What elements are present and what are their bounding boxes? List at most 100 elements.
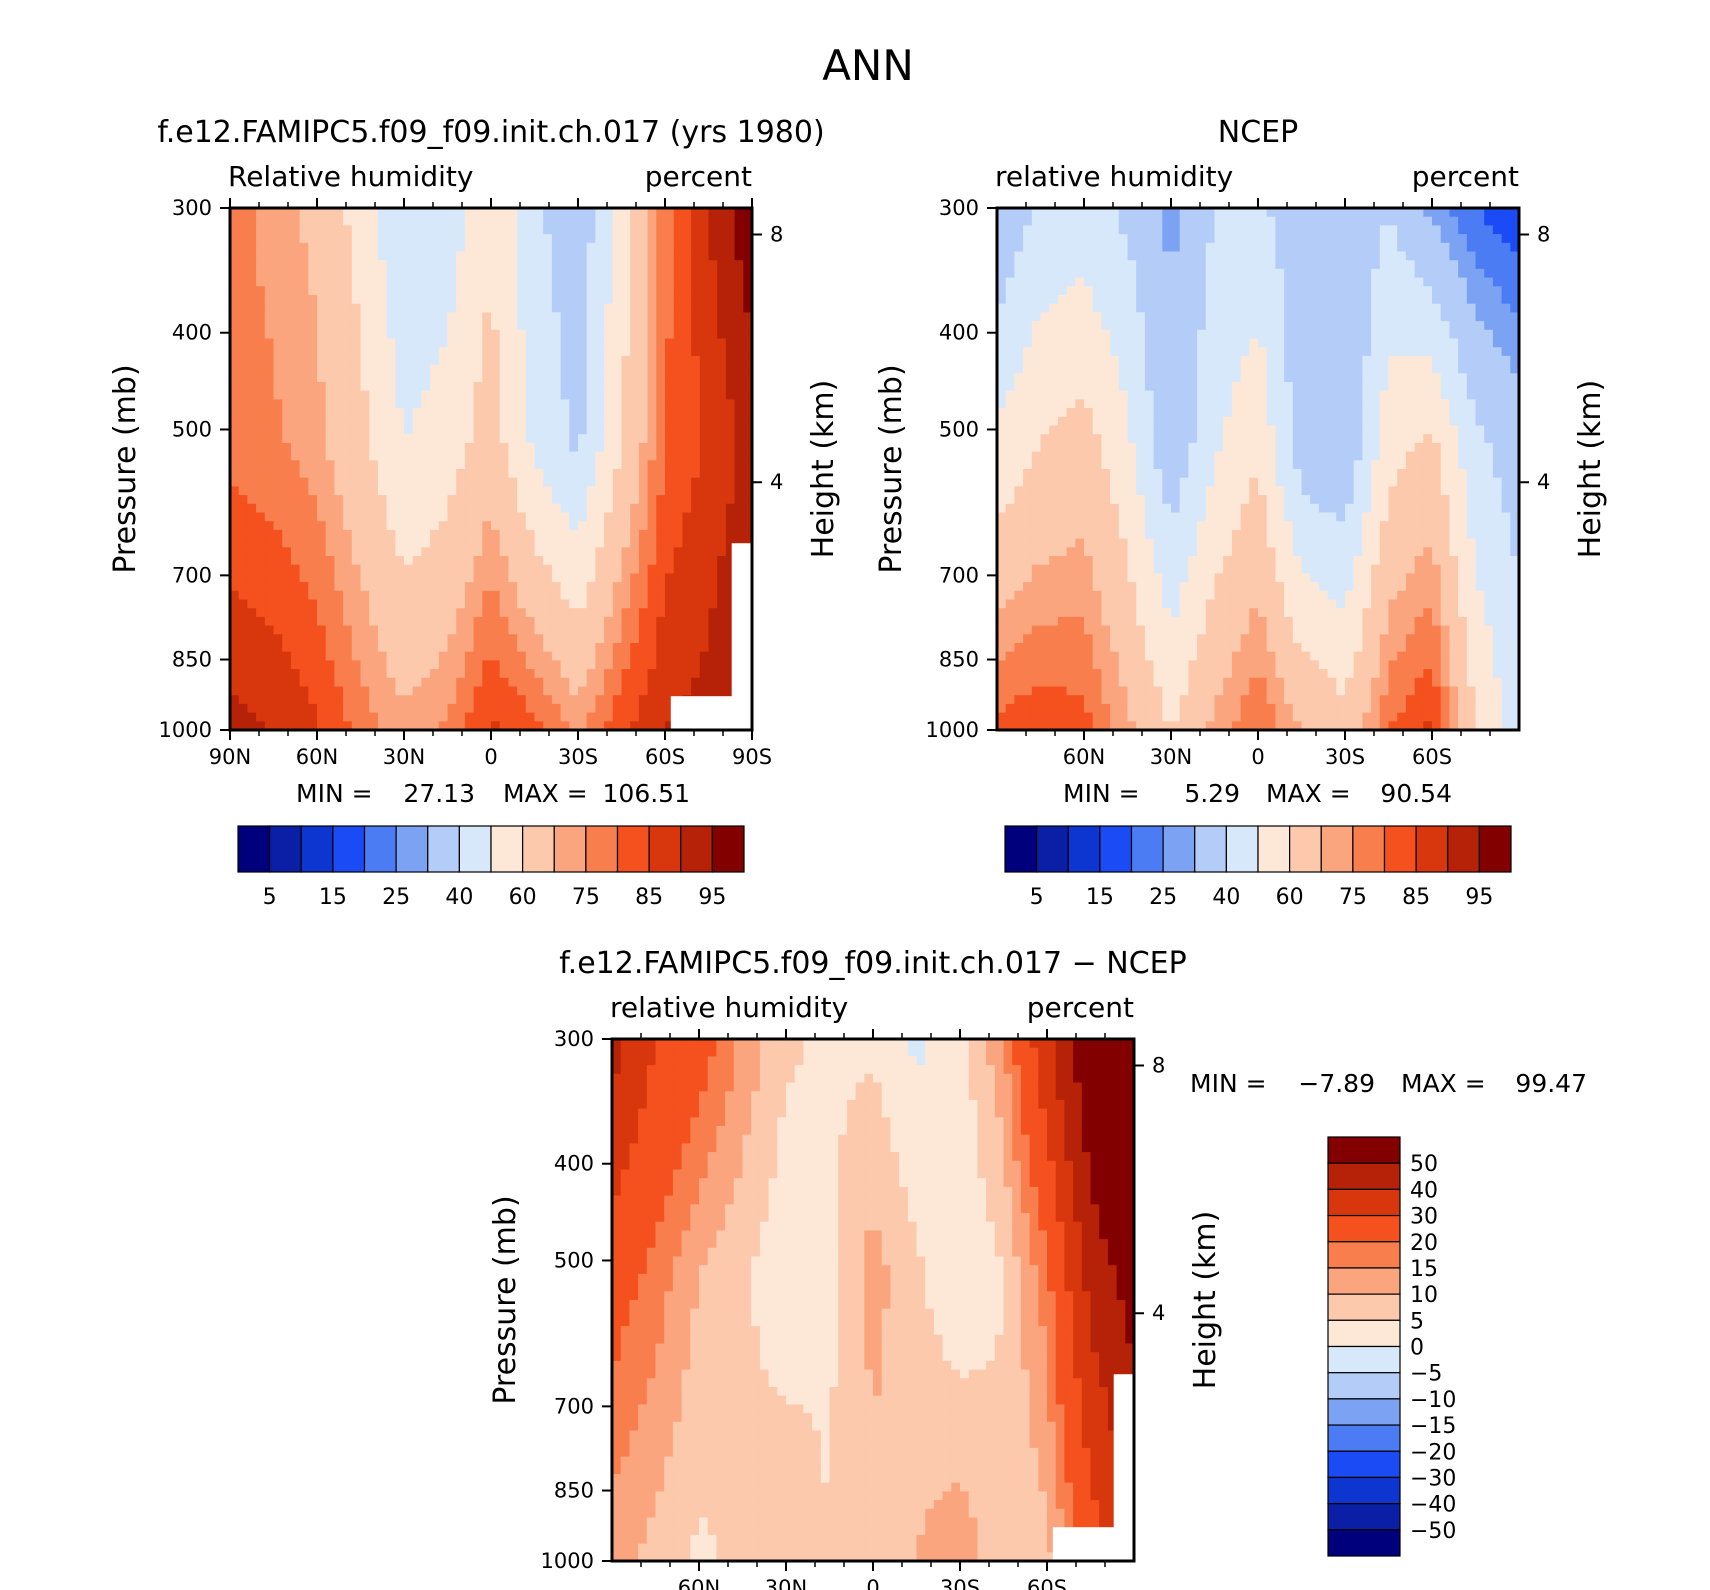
contour-cell <box>1336 347 1346 357</box>
contour-cell <box>656 321 666 331</box>
contour-cell <box>586 712 596 722</box>
contour-cell <box>1144 208 1155 218</box>
contour-cell <box>708 590 718 601</box>
contour-cell <box>638 416 649 427</box>
contour-cell <box>551 712 562 722</box>
contour-cell <box>1092 312 1102 322</box>
contour-cell <box>638 512 649 522</box>
contour-cell <box>491 703 501 714</box>
contour-cell <box>1205 260 1216 270</box>
contour-cell <box>1432 260 1442 270</box>
contour-cell <box>404 634 414 644</box>
contour-cell <box>299 625 309 635</box>
contour-cell <box>1031 312 1042 322</box>
contour-cell <box>447 382 457 392</box>
contour-cell <box>551 242 562 253</box>
contour-cell <box>560 556 570 566</box>
contour-cell <box>1353 321 1363 331</box>
contour-cell <box>360 677 370 688</box>
contour-cell <box>1110 321 1120 331</box>
contour-cell <box>604 234 614 244</box>
contour-cell <box>282 695 292 705</box>
contour-cell <box>499 477 509 487</box>
contour-cell <box>1092 382 1102 392</box>
contour-cell <box>1023 364 1033 374</box>
contour-cell <box>525 564 536 574</box>
contour-cell <box>308 303 318 313</box>
contour-cell <box>482 721 492 730</box>
contour-cell <box>665 303 675 313</box>
contour-cell <box>343 643 353 653</box>
contour-cell <box>1362 303 1372 313</box>
contour-cell <box>1153 225 1163 235</box>
contour-cell <box>656 260 666 270</box>
contour-cell <box>395 251 405 261</box>
contour-cell <box>386 503 396 514</box>
contour-cell <box>360 338 370 348</box>
contour-cell <box>482 434 492 444</box>
contour-cell <box>586 225 596 235</box>
contour-cell <box>377 495 388 505</box>
contour-cell <box>1284 268 1294 279</box>
contour-cell <box>256 547 266 557</box>
contour-cell <box>743 477 752 487</box>
contour-cell <box>1301 216 1311 226</box>
contour-cell <box>1110 382 1120 392</box>
contour-cell <box>482 390 492 400</box>
contour-cell <box>578 721 588 730</box>
contour-cell <box>473 660 483 670</box>
contour-cell <box>491 582 501 592</box>
contour-cell <box>543 686 553 696</box>
contour-cell <box>569 686 579 696</box>
contour-cell <box>1153 312 1163 322</box>
contour-cell <box>630 451 640 461</box>
contour-cell <box>708 329 718 340</box>
contour-cell <box>586 616 596 627</box>
contour-cell <box>1231 251 1242 261</box>
contour-cell <box>717 303 727 313</box>
contour-cell <box>560 216 570 226</box>
contour-cell <box>621 712 631 722</box>
contour-cell <box>1449 277 1459 287</box>
contour-cell <box>1171 329 1181 340</box>
contour-cell <box>1397 251 1407 261</box>
contour-cell <box>1197 364 1207 374</box>
contour-cell <box>665 408 675 418</box>
contour-cell <box>665 321 675 331</box>
contour-cell <box>595 364 605 374</box>
contour-cell <box>595 695 605 705</box>
contour-cell <box>708 338 718 348</box>
contour-cell <box>543 242 553 253</box>
contour-cell <box>699 512 710 522</box>
contour-cell <box>1423 251 1433 261</box>
contour-cell <box>717 477 727 487</box>
contour-cell <box>264 573 275 583</box>
min-value: 27.13 <box>403 779 475 808</box>
contour-cell <box>395 677 405 688</box>
contour-cell <box>691 295 701 305</box>
contour-cell <box>1240 338 1250 348</box>
contour-cell <box>673 355 683 366</box>
contour-cell <box>673 208 683 218</box>
contour-cell <box>282 590 292 601</box>
contour-cell <box>1171 338 1181 348</box>
contour-cell <box>551 590 562 601</box>
contour-cell <box>647 442 657 453</box>
contour-cell <box>273 564 283 574</box>
contour-cell <box>630 355 640 366</box>
contour-cell <box>699 321 710 331</box>
contour-cell <box>1057 355 1068 366</box>
contour-cell <box>647 434 657 444</box>
contour-cell <box>699 495 710 505</box>
contour-cell <box>464 590 475 601</box>
contour-cell <box>1345 225 1355 235</box>
contour-cell <box>404 260 414 270</box>
contour-cell <box>691 234 701 244</box>
contour-cell <box>1449 364 1459 374</box>
contour-cell <box>369 451 379 461</box>
contour-cell <box>569 416 579 427</box>
contour-cell <box>517 529 527 540</box>
contour-cell <box>317 225 327 235</box>
contour-cell <box>508 321 518 331</box>
contour-cell <box>534 495 544 505</box>
